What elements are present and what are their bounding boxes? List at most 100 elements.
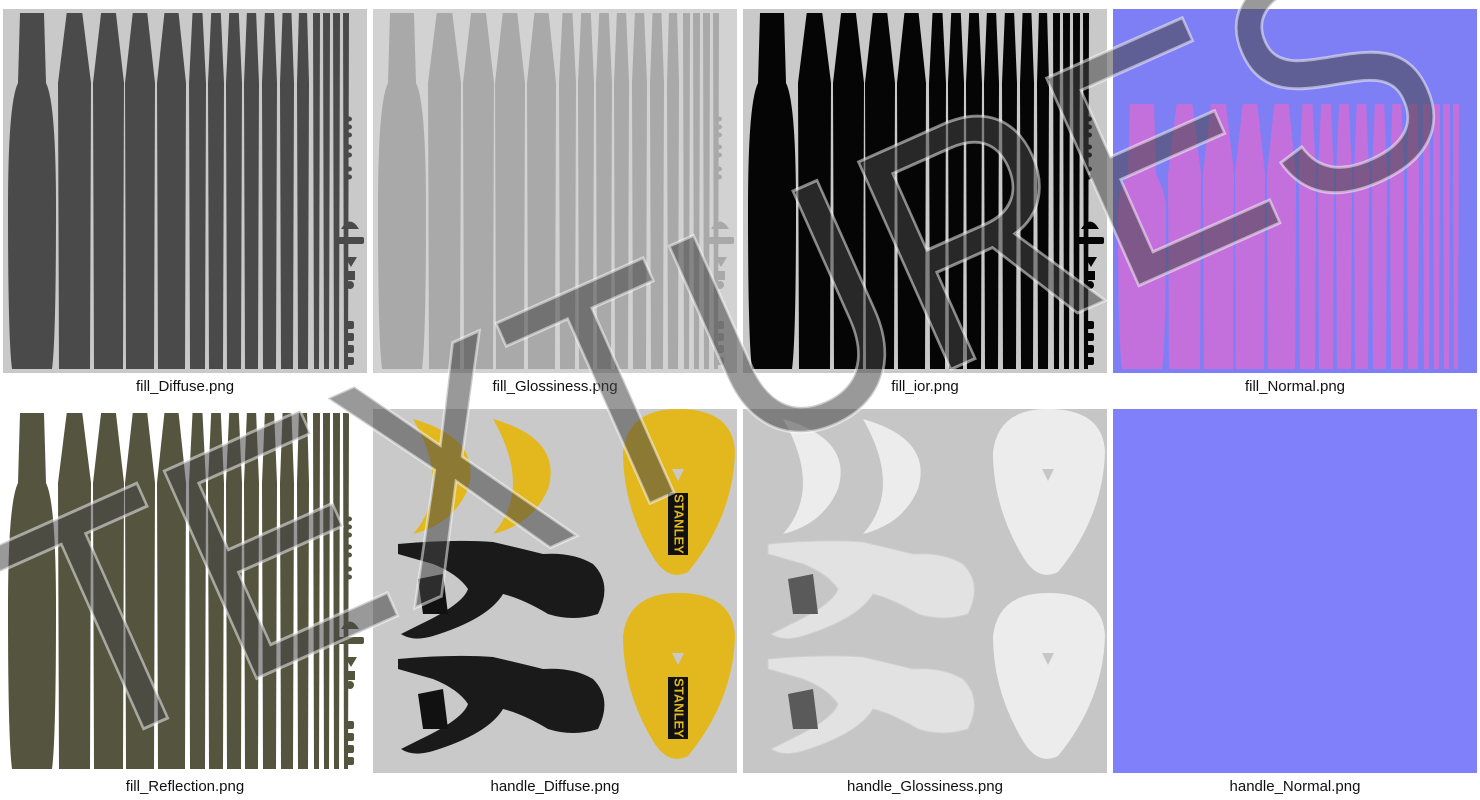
uv-island [716,144,722,150]
uv-strip [93,13,124,369]
uv-strip [1267,104,1296,369]
uv-island [346,574,352,580]
uv-strip [798,13,831,369]
uv-island [346,524,352,530]
uv-island [1085,345,1094,353]
uv-island [1085,271,1095,280]
uv-strip [244,13,259,369]
uv-island [993,409,1105,575]
uv-strip [157,413,186,769]
tile-caption: handle_Diffuse.png [491,778,620,795]
uv-island [345,671,355,680]
uv-strip [559,13,576,369]
uv-strip [650,13,664,369]
tile-background [1113,409,1477,773]
uv-hole [672,469,684,481]
uv-strip [897,13,926,369]
uv-island [1086,124,1092,130]
uv-island [346,116,352,122]
uv-hole [1042,653,1054,665]
uv-island [346,566,352,572]
uv-strip [1002,13,1017,369]
uv-island [716,124,722,130]
uv-island [345,257,357,267]
uv-island [346,544,352,550]
uv-strip [748,13,796,369]
uv-island [716,116,722,122]
uv-strip [323,13,330,369]
uv-island [863,419,921,534]
uv-strip [929,13,946,369]
uv-strip [966,13,982,369]
uv-strip [527,13,556,369]
uv-strip [58,413,91,769]
uv-island [788,689,818,729]
uv-island [623,593,735,759]
uv-island [418,574,448,614]
uv-island [1086,281,1094,289]
tile-caption: fill_ior.png [891,378,959,395]
uv-strip [226,13,242,369]
uv-island [418,689,448,729]
texture-tile [1113,9,1477,373]
texture-tile [373,9,737,373]
uv-island [346,552,352,558]
tile-caption: fill_Diffuse.png [136,378,234,395]
uv-strip [683,13,690,369]
uv-island [1086,152,1092,158]
uv-strip [208,13,224,369]
uv-strip [244,413,259,769]
uv-strip [313,13,320,369]
uv-island [715,333,724,341]
uv-island [1086,174,1092,180]
uv-strip [428,13,461,369]
uv-strip [693,13,700,369]
uv-island [1081,221,1099,229]
uv-strip [1020,13,1034,369]
uv-island [346,281,354,289]
uv-island [413,419,471,534]
uv-strip [596,13,612,369]
uv-island [783,419,841,534]
uv-island [345,657,357,667]
uv-strip [189,13,206,369]
brand-text: STANLEY [672,678,687,738]
brand-plate [668,493,688,555]
uv-island [715,271,725,280]
uv-island [346,681,354,689]
uv-island [346,132,352,138]
uv-island [336,237,364,244]
uv-strip [1390,104,1404,369]
uv-strip [1299,104,1316,369]
uv-island [716,152,722,158]
uv-island [345,757,354,765]
uv-island [398,655,605,754]
uv-strip [495,13,525,369]
uv-island [767,655,975,755]
uv-strip [378,13,426,369]
uv-island [345,745,354,753]
uv-island [345,345,354,353]
uv-strip [1118,104,1166,369]
uv-strip [313,413,320,769]
texture-tile [3,409,367,773]
uv-island [767,540,975,640]
uv-strip [614,13,629,369]
uv-island [1086,132,1092,138]
uv-island [623,409,735,575]
uv-island [346,124,352,130]
uv-strip [984,13,999,369]
uv-island [345,721,354,729]
uv-hole [1042,469,1054,481]
uv-island [346,166,352,172]
uv-island [715,257,727,267]
uv-strip [297,13,309,369]
uv-strip [262,13,277,369]
uv-island [341,621,359,629]
uv-strip [667,13,679,369]
uv-strip [703,13,710,369]
uv-strip [578,13,594,369]
tile-caption: handle_Normal.png [1230,778,1361,795]
uv-island [711,221,729,229]
uv-island [715,345,724,353]
